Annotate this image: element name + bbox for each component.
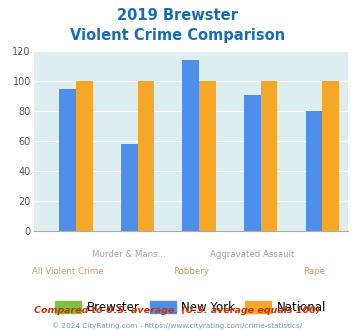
Text: All Violent Crime: All Violent Crime (32, 267, 103, 276)
Bar (322, 81, 339, 231)
Text: Rape: Rape (303, 267, 325, 276)
Bar (121, 144, 137, 231)
Text: Violent Crime Comparison: Violent Crime Comparison (70, 28, 285, 43)
Bar (261, 81, 277, 231)
Bar (199, 81, 216, 231)
Bar (137, 81, 154, 231)
Bar (76, 81, 93, 231)
Bar (182, 60, 199, 231)
Legend: Brewster, New York, National: Brewster, New York, National (51, 296, 331, 319)
Text: Compared to U.S. average. (U.S. average equals 100): Compared to U.S. average. (U.S. average … (34, 306, 321, 315)
Text: Aggravated Assault: Aggravated Assault (210, 250, 295, 259)
Text: © 2024 CityRating.com - https://www.cityrating.com/crime-statistics/: © 2024 CityRating.com - https://www.city… (53, 323, 302, 329)
Bar (244, 95, 261, 231)
Text: 2019 Brewster: 2019 Brewster (117, 8, 238, 23)
Bar (306, 111, 322, 231)
Text: Murder & Mans...: Murder & Mans... (92, 250, 166, 259)
Text: Robbery: Robbery (173, 267, 209, 276)
Bar (59, 89, 76, 231)
